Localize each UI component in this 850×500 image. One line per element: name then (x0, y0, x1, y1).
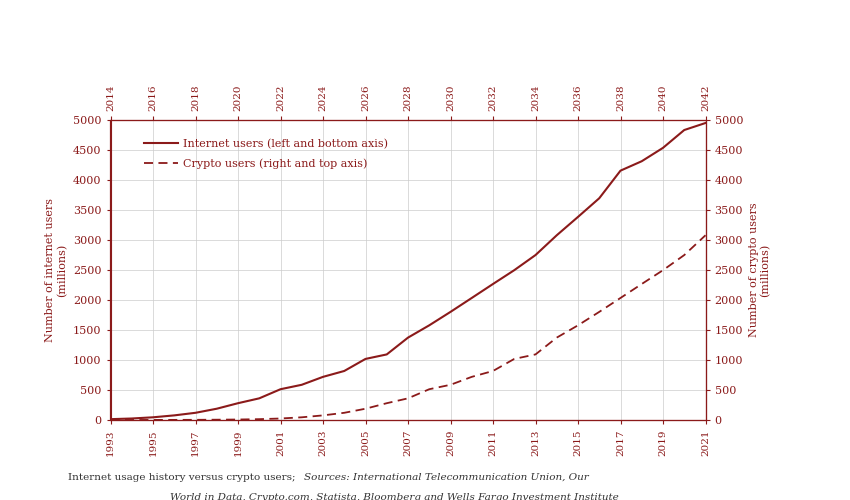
Text: Internet usage history versus crypto users;: Internet usage history versus crypto use… (68, 472, 298, 482)
Text: World in Data, Crypto.com, Statista, Bloomberg and Wells Fargo Investment Instit: World in Data, Crypto.com, Statista, Blo… (170, 492, 619, 500)
Text: Sources: International Telecommunication Union, Our: Sources: International Telecommunication… (303, 472, 588, 482)
Y-axis label: Number of crypto users
(millions): Number of crypto users (millions) (749, 202, 771, 338)
Y-axis label: Number of internet users
(millions): Number of internet users (millions) (45, 198, 67, 342)
Legend: Internet users (left and bottom axis), Crypto users (right and top axis): Internet users (left and bottom axis), C… (140, 134, 393, 173)
